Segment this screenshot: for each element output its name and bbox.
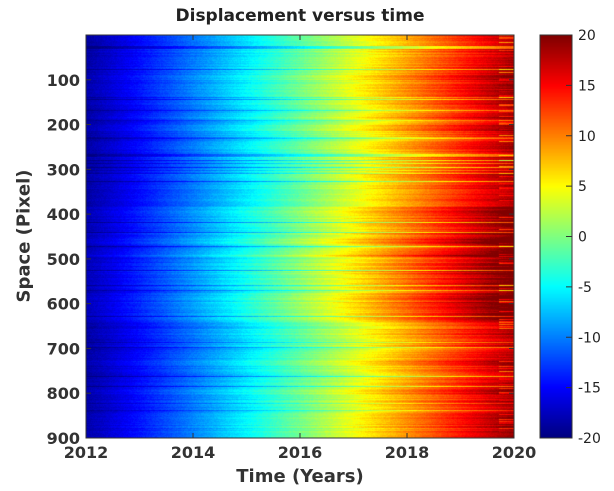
y-tick-label: 500 [47, 250, 80, 269]
y-tick-label: 700 [47, 339, 80, 358]
x-tick-label: 2014 [171, 443, 216, 462]
colorbar-tick-label: 0 [578, 230, 587, 246]
colorbar-tick-label: 10 [578, 129, 596, 145]
y-tick-label: 900 [47, 429, 80, 448]
colorbar-tick-label: 20 [578, 28, 596, 44]
y-tick-label: 300 [47, 160, 80, 179]
x-axis-label: Time (Years) [236, 466, 364, 487]
y-tick-label: 200 [47, 116, 80, 135]
plot-frame [85, 34, 515, 439]
x-tick-label: 2018 [385, 443, 430, 462]
y-tick-label: 400 [47, 205, 80, 224]
x-tick-label: 2012 [64, 443, 109, 462]
y-tick-label: 100 [47, 71, 80, 90]
colorbar-tick-label: -15 [578, 381, 601, 397]
y-tick-label: 600 [47, 295, 80, 314]
colorbar-tick-label: 15 [578, 78, 596, 94]
x-tick-label: 2016 [278, 443, 323, 462]
heatmap-image [86, 35, 514, 438]
colorbar-tick-label: -5 [578, 280, 592, 296]
colorbar-tick-label: -10 [578, 330, 601, 346]
y-tick-label: 800 [47, 384, 80, 403]
x-tick-label: 2020 [492, 443, 537, 462]
y-axis-label: Space (Pixel) [13, 169, 35, 303]
colorbar-tick-label: -20 [578, 431, 601, 447]
colorbar-tick-label: 5 [578, 179, 587, 195]
chart-title: Displacement versus time [175, 6, 425, 26]
